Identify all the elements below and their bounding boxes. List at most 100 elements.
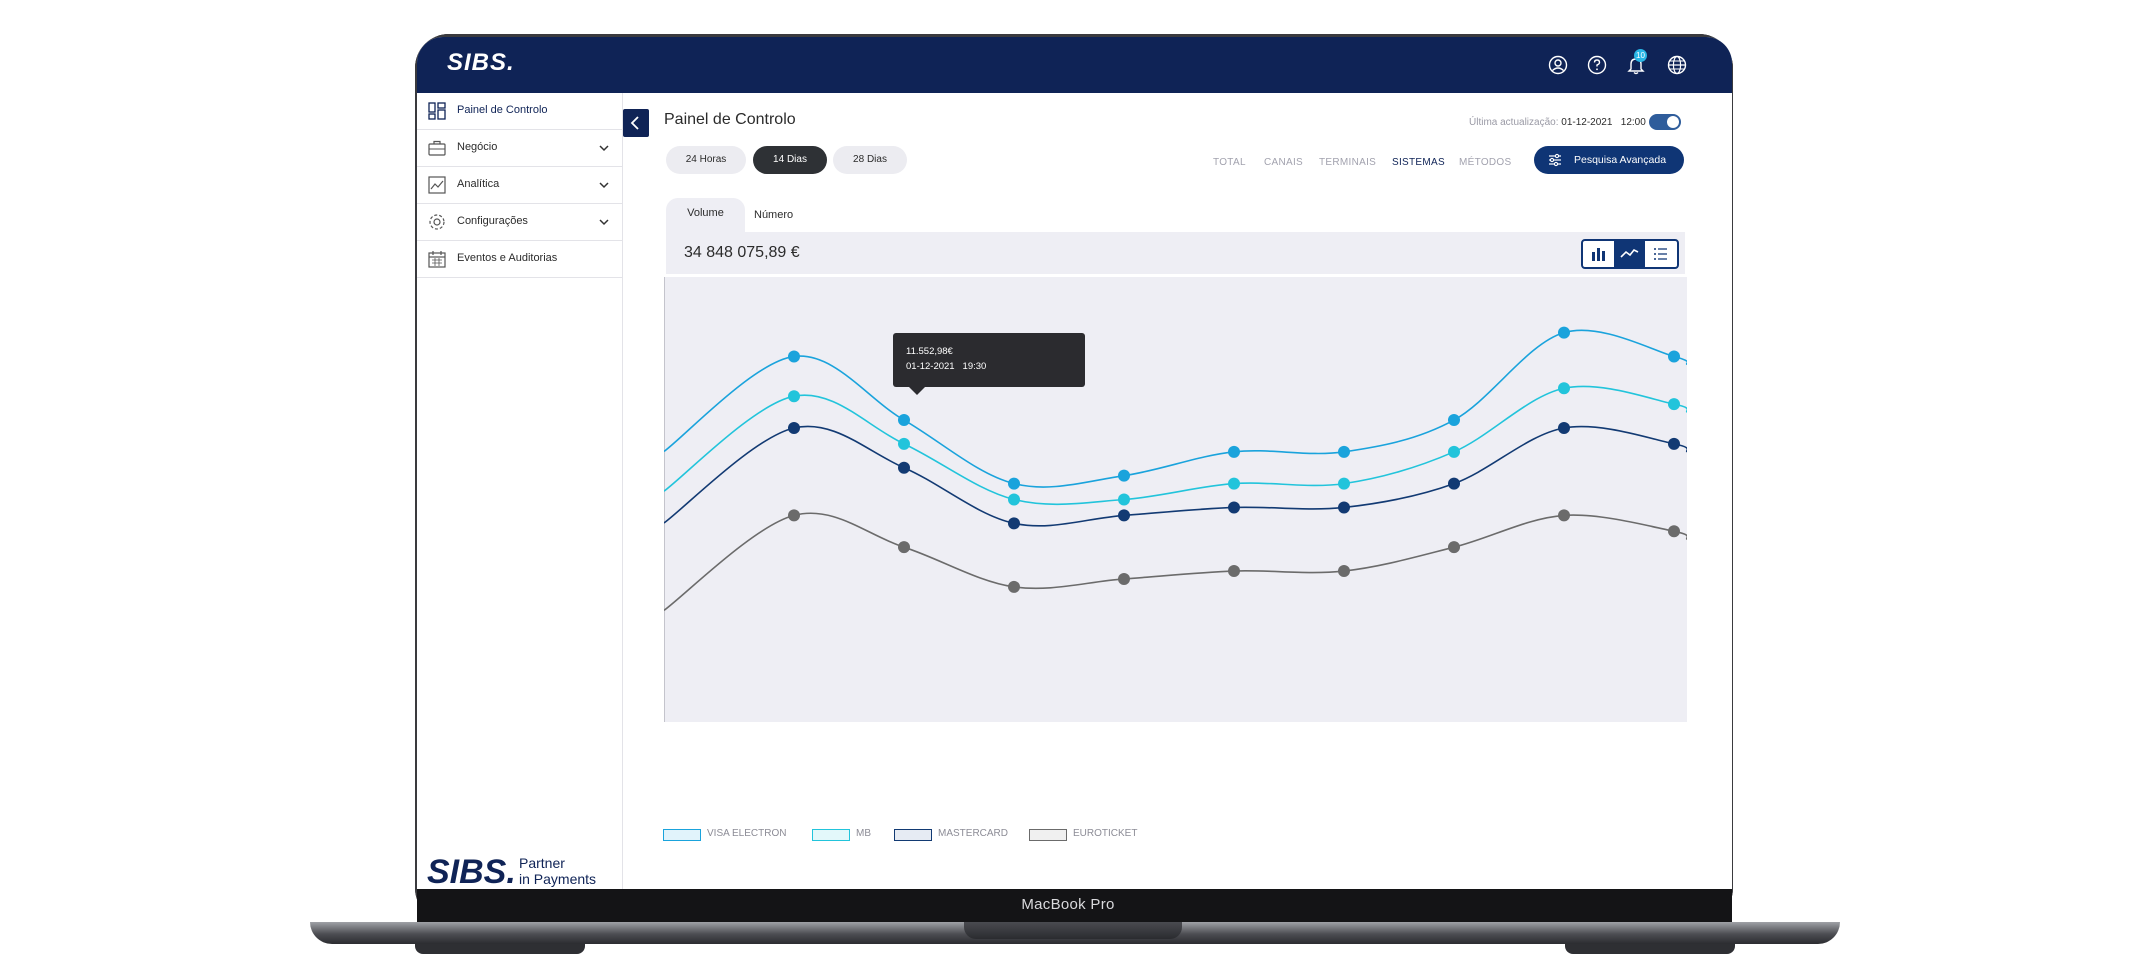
last-update: Última actualização: 01-12-2021 12:00	[1469, 117, 1646, 128]
briefcase-icon	[428, 140, 446, 156]
data-point-euroticket[interactable]	[1668, 525, 1680, 538]
data-point-visa-electron[interactable]	[1558, 326, 1570, 339]
chart-tooltip: 11.552,98€ 01-12-2021 19:30	[893, 333, 1085, 395]
data-point-mastercard[interactable]	[1448, 477, 1460, 490]
data-point-mastercard[interactable]	[1228, 501, 1240, 514]
data-point-visa-electron[interactable]	[1008, 477, 1020, 490]
help-icon[interactable]	[1587, 55, 1607, 75]
data-point-euroticket[interactable]	[1448, 541, 1460, 554]
last-update-label: Última actualização:	[1469, 117, 1559, 128]
data-point-mb[interactable]	[1448, 445, 1460, 458]
top-navbar: SIBS. 10	[417, 37, 1732, 93]
notification-badge: 10	[1634, 49, 1647, 62]
data-point-mastercard[interactable]	[898, 461, 910, 474]
total-bar	[666, 232, 1685, 274]
sidebar-item-label: Painel de Controlo	[457, 104, 548, 116]
legend-label: EUROTICKET	[1073, 828, 1138, 839]
bar-chart-icon	[1592, 248, 1605, 261]
legend-label: VISA ELECTRON	[707, 828, 787, 839]
auto-refresh-toggle[interactable]	[1649, 114, 1681, 130]
data-point-mb[interactable]	[1008, 493, 1020, 506]
data-point-visa-electron[interactable]	[898, 414, 910, 427]
data-point-mastercard[interactable]	[1338, 501, 1350, 514]
tab-total[interactable]: TOTAL	[1213, 157, 1246, 168]
tab-numero[interactable]: Número	[754, 209, 794, 221]
sidebar-item-label: Negócio	[457, 141, 498, 153]
list-view-button[interactable]	[1645, 241, 1676, 267]
globe-icon[interactable]	[1667, 55, 1687, 75]
data-point-mastercard[interactable]	[1008, 517, 1020, 530]
data-point-euroticket[interactable]	[1228, 565, 1240, 578]
data-point-mb[interactable]	[1118, 493, 1130, 506]
data-point-mb[interactable]	[1338, 477, 1350, 490]
period-24h-button[interactable]: 24 Horas	[666, 146, 746, 174]
calendar-icon	[428, 251, 446, 268]
period-28d-button[interactable]: 28 Dias	[833, 146, 907, 174]
legend-label: MB	[856, 828, 871, 839]
data-point-euroticket[interactable]	[1338, 565, 1350, 578]
tab-volume[interactable]: Volume	[666, 198, 745, 232]
sidebar-item-label: Analítica	[457, 178, 500, 190]
tooltip-date: 01-12-2021	[906, 361, 955, 372]
laptop-foot-left	[415, 944, 585, 954]
data-point-mastercard[interactable]	[1668, 437, 1680, 450]
sidebar-item-label: Configurações	[457, 215, 528, 227]
legend-swatch	[1029, 829, 1067, 841]
sibs-logo[interactable]: SIBS.	[447, 49, 515, 76]
tooltip-time: 19:30	[962, 361, 987, 372]
laptop-notch	[964, 922, 1182, 939]
sidebar-item-painel-de-controlo[interactable]: Painel de Controlo	[417, 93, 622, 130]
data-point-euroticket[interactable]	[1118, 572, 1130, 585]
user-icon[interactable]	[1548, 55, 1568, 75]
data-point-mb[interactable]	[898, 437, 910, 450]
data-point-mastercard[interactable]	[1558, 421, 1570, 434]
line-chart-view-button[interactable]	[1614, 241, 1645, 267]
chevron-down-icon[interactable]	[598, 142, 610, 154]
data-point-mb[interactable]	[1558, 382, 1570, 395]
list-icon	[1654, 248, 1667, 260]
advanced-search-button[interactable]: Pesquisa Avançada	[1534, 146, 1684, 174]
line-chart-icon	[1620, 248, 1639, 258]
settings-icon	[429, 214, 445, 230]
brand-tagline: Partner in Payments	[519, 855, 596, 887]
bar-chart-view-button[interactable]	[1583, 241, 1614, 267]
sidebar-item-configuracoes[interactable]: Configurações	[417, 204, 622, 241]
tab-sistemas[interactable]: SISTEMAS	[1392, 157, 1445, 168]
tab-metodos[interactable]: MÉTODOS	[1459, 157, 1512, 168]
sibs-footer-logo: SIBS.	[427, 853, 516, 889]
app-screen: SIBS. 10	[417, 37, 1732, 889]
chevron-down-icon[interactable]	[598, 179, 610, 191]
sidebar-item-eventos-e-auditorias[interactable]: Eventos e Auditorias	[417, 241, 622, 278]
device-label: MacBook Pro	[1021, 896, 1115, 913]
tooltip-arrow	[909, 387, 925, 395]
data-point-euroticket[interactable]	[898, 541, 910, 554]
chart-background	[664, 277, 1687, 722]
legend-swatch	[812, 829, 850, 841]
tagline-line-2: in Payments	[519, 871, 597, 887]
data-point-mastercard[interactable]	[788, 421, 800, 434]
filter-sliders-icon	[1549, 153, 1561, 167]
collapse-sidebar-button[interactable]	[623, 109, 649, 137]
data-point-mastercard[interactable]	[1118, 509, 1130, 522]
data-point-mb[interactable]	[788, 390, 800, 403]
chevron-down-icon[interactable]	[598, 216, 610, 228]
data-point-visa-electron[interactable]	[1338, 445, 1350, 458]
data-point-visa-electron[interactable]	[788, 350, 800, 363]
period-14d-button[interactable]: 14 Dias	[753, 146, 827, 174]
sidebar-item-negocio[interactable]: Negócio	[417, 130, 622, 167]
data-point-visa-electron[interactable]	[1228, 445, 1240, 458]
data-point-euroticket[interactable]	[788, 509, 800, 522]
data-point-euroticket[interactable]	[1558, 509, 1570, 522]
data-point-visa-electron[interactable]	[1118, 469, 1130, 482]
toggle-knob	[1667, 116, 1679, 128]
page-title: Painel de Controlo	[664, 111, 796, 128]
data-point-mb[interactable]	[1228, 477, 1240, 490]
last-update-time: 12:00	[1620, 117, 1646, 128]
data-point-euroticket[interactable]	[1008, 580, 1020, 593]
data-point-mb[interactable]	[1668, 398, 1680, 411]
data-point-visa-electron[interactable]	[1668, 350, 1680, 363]
sidebar-item-analitica[interactable]: Analítica	[417, 167, 622, 204]
tab-canais[interactable]: CANAIS	[1264, 157, 1304, 168]
tab-terminais[interactable]: TERMINAIS	[1319, 157, 1377, 168]
data-point-visa-electron[interactable]	[1448, 414, 1460, 427]
